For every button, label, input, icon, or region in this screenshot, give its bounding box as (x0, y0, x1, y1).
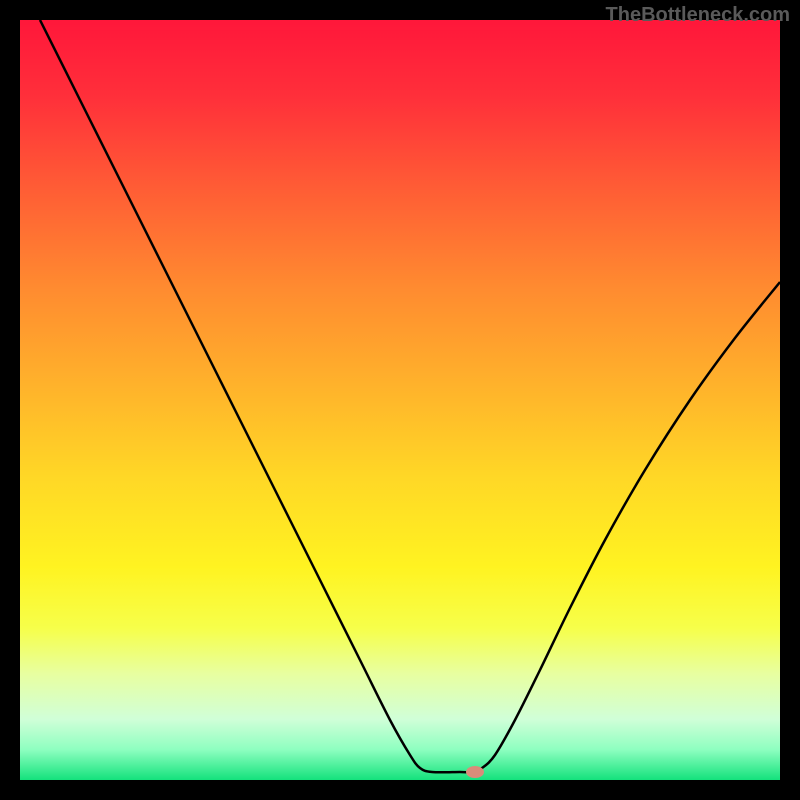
bottleneck-curve (20, 20, 780, 780)
watermark-text: TheBottleneck.com (606, 4, 790, 27)
optimal-point-marker (466, 766, 484, 778)
